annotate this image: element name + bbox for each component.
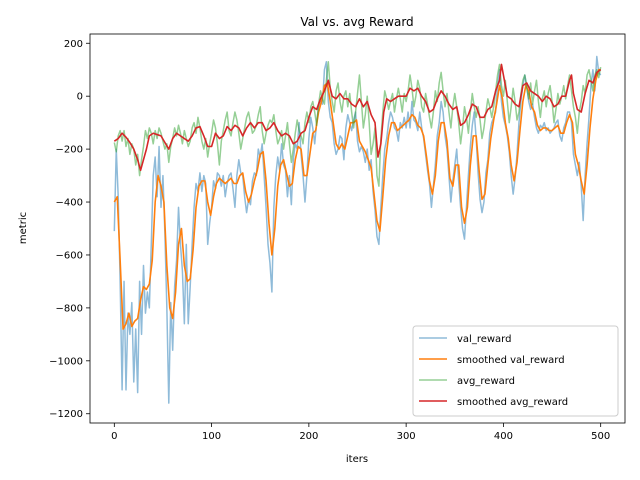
x-tick-label: 300 xyxy=(397,431,416,442)
legend-box xyxy=(412,325,619,417)
plot-frame xyxy=(89,33,626,424)
legend-label: smoothed avg_reward xyxy=(457,397,568,408)
y-tick-label: −800 xyxy=(56,303,83,314)
x-tick-label: 100 xyxy=(202,431,221,442)
y-tick-label: 200 xyxy=(64,39,83,50)
y-tick-label: −200 xyxy=(56,145,83,156)
y-tick-label: −400 xyxy=(56,198,83,209)
x-tick-label: 400 xyxy=(494,431,513,442)
legend-label: smoothed val_reward xyxy=(457,355,565,366)
series-line-smoothed-avg-reward xyxy=(113,63,602,172)
series-line-smoothed-val-reward xyxy=(113,68,601,330)
legend: val_reward smoothed val_reward avg_rewards… xyxy=(412,325,619,417)
legend-label: avg_reward xyxy=(457,376,515,387)
y-axis-label: metric xyxy=(18,212,29,244)
legend-label: val_reward xyxy=(457,334,511,345)
x-tick-label: 200 xyxy=(299,431,318,442)
y-axis: −1200 −1000 −800 −600 −400 −200 0 200 xyxy=(49,39,90,420)
chart-title: Val vs. avg Reward xyxy=(300,15,413,29)
y-tick-label: −1200 xyxy=(49,409,83,420)
x-axis: 0 100 200 300 400 500 xyxy=(111,423,610,442)
x-tick-label: 500 xyxy=(591,431,610,442)
series-layer xyxy=(113,55,602,404)
y-tick-label: 0 xyxy=(77,92,83,103)
x-tick-label: 0 xyxy=(111,431,117,442)
y-tick-label: −1000 xyxy=(49,356,83,367)
series-line-val-reward xyxy=(113,55,602,404)
x-axis-label: iters xyxy=(346,454,368,465)
y-tick-label: −600 xyxy=(56,250,83,261)
